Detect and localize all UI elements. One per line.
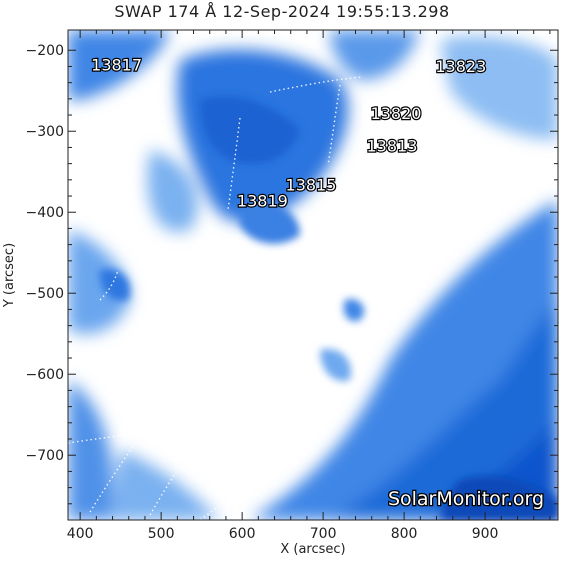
axes: 400 500 600 700 800 900 −200 −300 −400 −500 −600 −7… (26, 30, 558, 542)
region-label-13820: 13820 (371, 104, 422, 123)
y-tick-label: −300 (26, 124, 64, 140)
x-tick-label: 900 (472, 526, 499, 542)
y-tick-label: −600 (26, 367, 64, 383)
region-label-13817: 13817 (91, 55, 142, 74)
y-tick-label: −200 (26, 43, 64, 59)
x-axis-label: X (arcsec) (280, 542, 345, 557)
y-tick-label: −700 (26, 448, 64, 464)
x-tick-label: 800 (391, 526, 418, 542)
x-tick-label: 700 (310, 526, 337, 542)
swap-euv-image (68, 30, 558, 520)
region-label-13819: 13819 (237, 192, 288, 211)
plot-frame (67, 29, 559, 521)
x-tick-label: 500 (148, 526, 175, 542)
y-tick-label: −500 (26, 286, 64, 302)
solarmonitor-watermark: SolarMonitor.org (388, 488, 544, 510)
x-tick-label: 400 (67, 526, 94, 542)
y-tick-label: −400 (26, 205, 64, 221)
x-tick-label: 600 (229, 526, 256, 542)
y-axis-label: Y (arcsec) (2, 243, 17, 308)
region-label-13815: 13815 (286, 175, 337, 194)
image-title: SWAP 174 Å 12-Sep-2024 19:55:13.298 (114, 2, 450, 21)
region-label-13813: 13813 (367, 136, 418, 155)
region-label-13823: 13823 (435, 57, 486, 76)
